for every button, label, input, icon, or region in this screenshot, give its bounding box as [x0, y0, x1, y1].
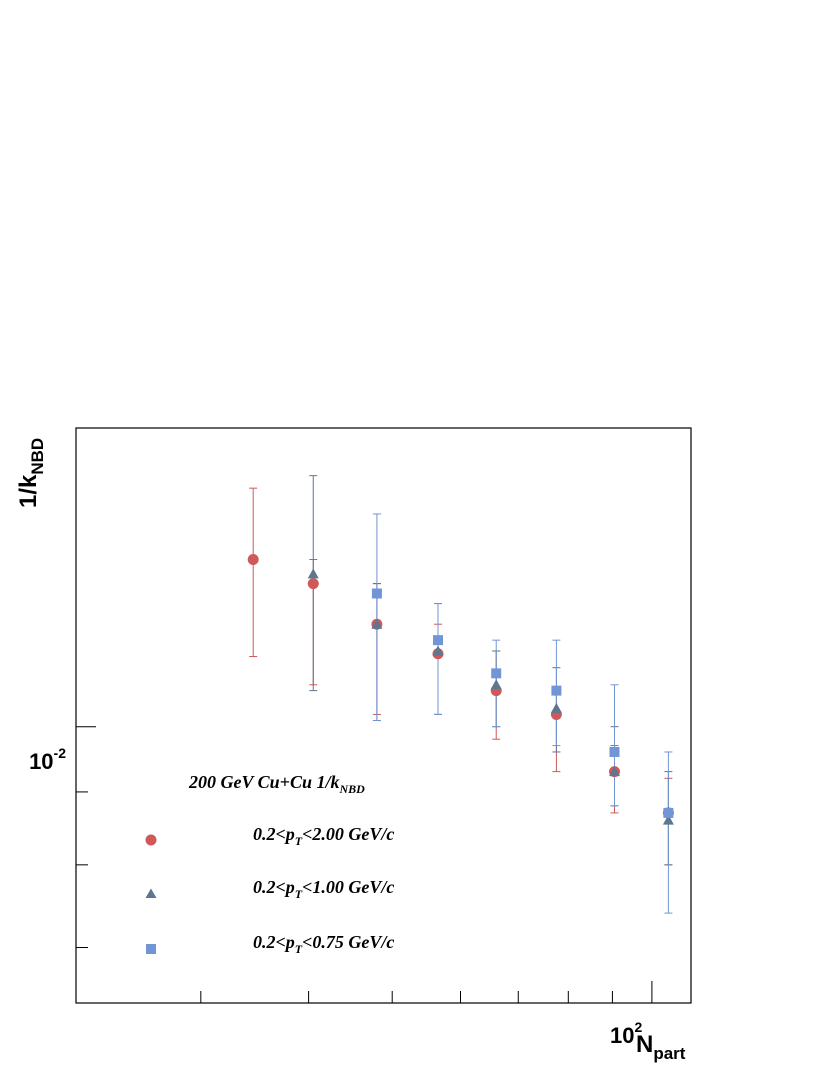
data-point-circle — [307, 578, 319, 590]
legend: 200 GeV Cu+Cu 1/kNBD 0.2<pT<2.00 GeV/c 0… — [145, 772, 394, 956]
legend-title: 200 GeV Cu+Cu 1/kNBD — [188, 772, 365, 796]
axis-ticks — [76, 726, 653, 1003]
x-axis-label: Npart — [636, 1031, 686, 1063]
data-point-triangle — [662, 814, 674, 825]
data-point-square — [432, 635, 443, 646]
legend-entry-pt-0.75: 0.2<pT<0.75 GeV/c — [253, 932, 394, 956]
y-axis-label: 1/kNBD — [15, 438, 47, 508]
data-point-square — [663, 807, 674, 818]
legend-marker-circle — [145, 834, 157, 846]
data-point-triangle — [490, 679, 502, 690]
data-point-square — [551, 685, 562, 696]
data-markers — [247, 554, 674, 825]
legend-entry-pt-2.00: 0.2<pT<2.00 GeV/c — [253, 824, 394, 848]
y-tick-label: 10-2 — [29, 745, 66, 774]
plot-frame — [75, 427, 692, 1004]
data-point-triangle — [371, 618, 383, 629]
legend-entry-pt-1.00: 0.2<pT<1.00 GeV/c — [253, 877, 394, 901]
data-point-triangle — [307, 568, 319, 579]
data-point-square — [371, 588, 382, 599]
legend-marker-triangle — [145, 888, 157, 898]
error-bars — [249, 475, 673, 914]
legend-marker-square — [146, 944, 156, 954]
data-point-circle — [247, 554, 259, 566]
data-point-triangle — [432, 645, 444, 656]
data-point-triangle — [609, 766, 621, 777]
data-point-triangle — [550, 702, 562, 713]
x-tick-label: 102 — [610, 1019, 642, 1048]
data-point-square — [609, 746, 620, 757]
data-point-square — [491, 668, 502, 679]
